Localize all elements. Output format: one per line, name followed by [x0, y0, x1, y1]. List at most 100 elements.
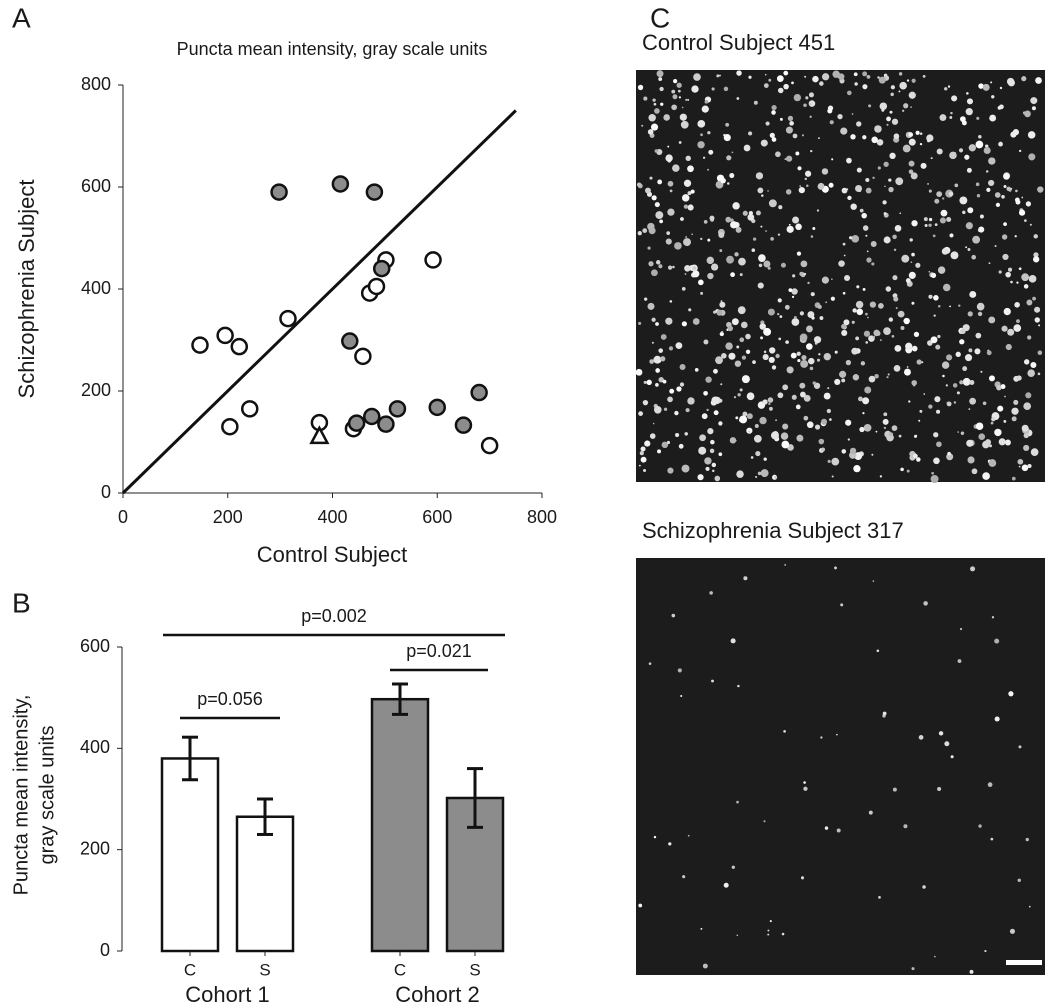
speckle	[1018, 745, 1022, 749]
speckle	[895, 177, 904, 186]
speckle	[654, 149, 659, 153]
speckle	[721, 353, 727, 359]
speckle	[1007, 79, 1015, 87]
speckle	[755, 450, 761, 457]
speckle	[765, 230, 767, 232]
speckle	[964, 354, 973, 362]
speckle	[657, 179, 663, 185]
speckle	[763, 260, 771, 268]
speckle	[752, 237, 757, 241]
p-value: p=0.056	[197, 689, 263, 709]
speckle	[821, 276, 829, 284]
bar	[160, 757, 220, 953]
speckle	[928, 270, 931, 273]
speckle	[977, 311, 983, 317]
speckle	[653, 405, 662, 414]
speckle	[687, 191, 692, 196]
speckle	[994, 192, 1001, 198]
speckle	[770, 237, 774, 241]
speckle	[1027, 131, 1036, 139]
speckle	[966, 98, 974, 105]
speckle	[687, 397, 695, 405]
speckle	[660, 102, 664, 106]
speckle	[975, 332, 982, 339]
speckle	[862, 84, 868, 90]
speckle	[1035, 77, 1042, 84]
speckle	[700, 927, 703, 930]
image-title: Control Subject 451	[642, 30, 835, 55]
speckle	[707, 238, 711, 242]
speckle	[795, 404, 801, 410]
speckle	[750, 456, 754, 459]
speckle	[681, 286, 686, 291]
x-tick-label: 0	[118, 507, 128, 527]
speckle	[1029, 223, 1032, 226]
speckle	[950, 251, 959, 260]
speckle	[732, 202, 740, 210]
speckle	[908, 91, 916, 99]
speckle	[1005, 343, 1012, 351]
speckle	[667, 265, 673, 270]
speckle	[910, 261, 913, 263]
speckle	[856, 285, 860, 289]
speckle	[731, 318, 739, 326]
speckle	[800, 260, 808, 268]
point	[309, 425, 330, 445]
speckle	[893, 296, 899, 302]
point	[331, 175, 350, 193]
speckle	[866, 257, 872, 263]
speckle	[723, 882, 729, 888]
speckle	[742, 210, 748, 216]
speckle	[837, 113, 843, 120]
speckle	[952, 383, 958, 388]
speckle	[731, 865, 735, 869]
speckle	[881, 108, 885, 112]
speckle	[883, 161, 889, 167]
speckle	[672, 164, 680, 172]
speckle	[768, 356, 775, 364]
speckle	[978, 226, 985, 233]
speckle	[1003, 307, 1011, 316]
speckle	[942, 197, 945, 200]
speckle	[936, 441, 942, 448]
speckle	[667, 396, 673, 403]
speckle	[704, 100, 709, 104]
speckle	[1013, 399, 1019, 405]
speckle	[739, 388, 743, 392]
speckle	[899, 212, 902, 215]
speckle	[708, 149, 714, 155]
speckle	[989, 444, 992, 448]
speckle	[913, 434, 918, 438]
speckle	[730, 272, 735, 278]
speckle	[819, 81, 824, 86]
speckle	[718, 452, 723, 457]
speckle	[702, 963, 708, 969]
speckle	[883, 212, 887, 215]
speckle	[751, 248, 756, 252]
speckle	[1014, 302, 1020, 308]
speckle	[765, 121, 770, 126]
speckle	[652, 422, 655, 425]
speckle	[879, 339, 882, 342]
speckle	[1024, 110, 1031, 118]
speckle	[988, 375, 995, 382]
speckle	[920, 162, 927, 169]
speckle	[809, 103, 812, 105]
speckle	[989, 114, 997, 122]
speckle	[779, 117, 783, 121]
speckle	[979, 214, 984, 219]
speckle	[673, 79, 678, 84]
speckle	[916, 457, 921, 462]
speckle	[933, 432, 939, 438]
speckle	[767, 190, 769, 192]
speckle	[890, 85, 896, 90]
speckle	[703, 219, 708, 224]
speckle	[704, 457, 712, 465]
speckle	[778, 205, 783, 210]
speckle	[861, 212, 867, 219]
speckle	[675, 342, 683, 349]
speckle	[960, 431, 965, 435]
speckle	[736, 934, 739, 937]
speckle	[878, 76, 886, 84]
point	[216, 326, 234, 345]
